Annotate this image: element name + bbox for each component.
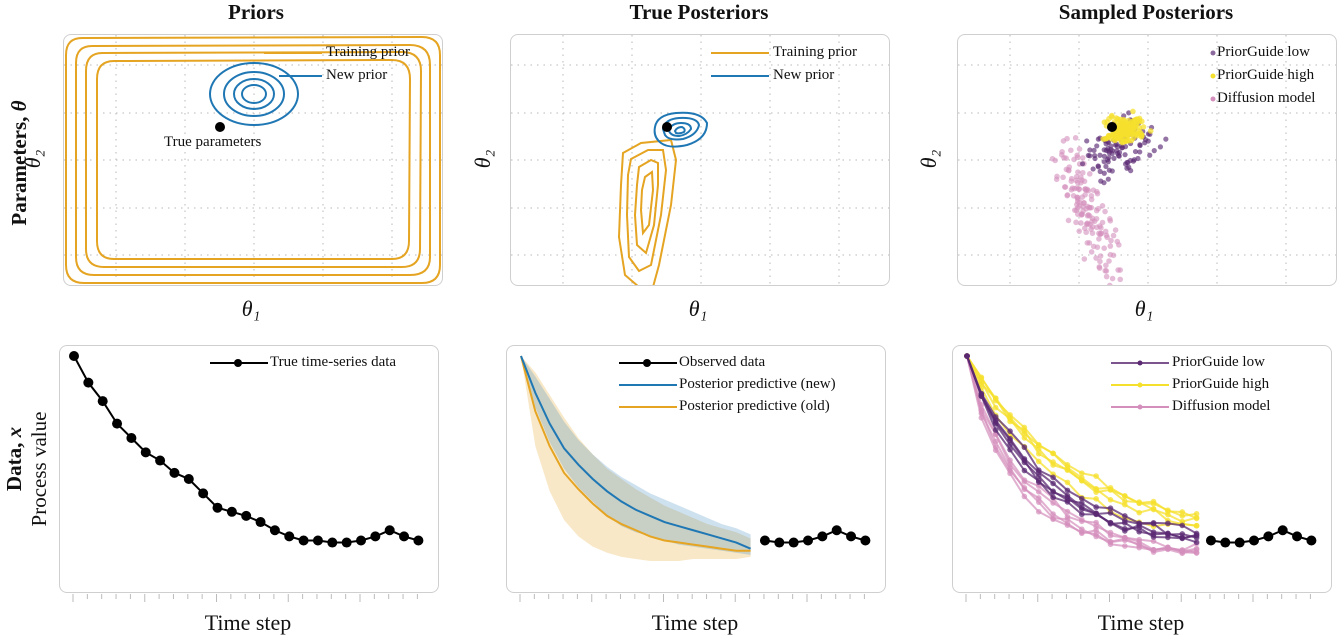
true-posteriors-legend: Training prior New prior bbox=[773, 41, 857, 87]
legend-item-training-prior: Training prior bbox=[326, 44, 411, 60]
old-predictive-line bbox=[520, 355, 751, 552]
time-axis-ticks-1 bbox=[72, 594, 418, 602]
training-posterior-contours bbox=[617, 138, 678, 285]
true-time-series-markers bbox=[69, 351, 424, 548]
legend-item-new-prior: New prior bbox=[773, 67, 835, 83]
xlabel-time-step-3: Time step bbox=[1097, 610, 1185, 635]
observed-data-markers bbox=[1205, 525, 1317, 548]
legend-dot-high bbox=[1210, 73, 1216, 79]
true-parameters-annotation: True parameters bbox=[164, 134, 262, 150]
panel-true-data: True time-series data bbox=[59, 345, 439, 593]
ylabel-theta2-true-posteriors: θ₂ bbox=[470, 149, 496, 169]
panel-posterior-predictive: Observed data Posterior predictive (new)… bbox=[506, 345, 886, 593]
legend-item-predictive-old: Posterior predictive (old) bbox=[679, 398, 830, 414]
row-label-data-bold: Data, bbox=[2, 437, 26, 492]
priorguide-low-trajectories bbox=[964, 353, 1200, 546]
priors-legend: Training prior New prior bbox=[326, 41, 410, 87]
xlabel-time-step-1: Time step bbox=[204, 610, 292, 635]
legend-item-training-prior: Training prior bbox=[773, 44, 858, 60]
priorguide-high-trajectories bbox=[964, 353, 1200, 530]
legend-marker-high bbox=[1137, 382, 1143, 388]
new-prior-contours bbox=[209, 62, 299, 126]
panel-true-posteriors: Training prior New prior bbox=[510, 34, 890, 286]
xlabel-theta1-true-posteriors: θ₁ bbox=[688, 296, 708, 321]
legend-item-true-time-series: True time-series data bbox=[270, 354, 397, 370]
true-parameters-point bbox=[1107, 122, 1117, 132]
true-data-legend: True time-series data bbox=[270, 351, 396, 374]
xlabel-theta1-priors: θ₁ bbox=[241, 296, 261, 321]
ylabel-theta2-priors: θ₂ bbox=[20, 149, 46, 169]
legend-item-priorguide-low: PriorGuide low bbox=[1217, 44, 1310, 60]
diffusion-model-trajectories bbox=[964, 353, 1200, 557]
old-predictive-band bbox=[521, 356, 751, 561]
legend-dot-low bbox=[1210, 50, 1216, 56]
panel-priors: Training prior New prior True parameters bbox=[63, 34, 443, 286]
sampled-posteriors-legend: PriorGuide low PriorGuide high Diffusion… bbox=[1217, 41, 1315, 110]
sampled-data-legend: PriorGuide low PriorGuide high Diffusion… bbox=[1172, 351, 1270, 417]
grid bbox=[511, 35, 889, 285]
legend-item-priorguide-low: PriorGuide low bbox=[1172, 354, 1265, 370]
grid bbox=[64, 35, 442, 285]
row-label-parameters-bold: Parameters, bbox=[7, 111, 31, 226]
xlabel-time-step-2: Time step bbox=[651, 610, 739, 635]
column-title-true-posteriors: True Posteriors bbox=[629, 0, 769, 24]
row-label-data: Data, x bbox=[2, 404, 28, 514]
legend-item-observed-data: Observed data bbox=[679, 354, 766, 370]
new-predictive-line bbox=[520, 355, 751, 550]
time-axis-ticks-3 bbox=[965, 594, 1311, 602]
true-parameters-point bbox=[215, 122, 225, 132]
legend-item-priorguide-high: PriorGuide high bbox=[1172, 376, 1270, 392]
xlabel-theta1-sampled-posteriors: θ₁ bbox=[1134, 296, 1154, 321]
legend-marker-observed bbox=[643, 359, 651, 367]
true-time-series-plot bbox=[69, 351, 424, 548]
grid bbox=[958, 35, 1336, 285]
legend-item-priorguide-high: PriorGuide high bbox=[1217, 67, 1315, 83]
ylabel-theta2-sampled-posteriors: θ₂ bbox=[916, 149, 942, 169]
legend-item-diffusion-model: Diffusion model bbox=[1217, 90, 1316, 106]
true-parameters-point bbox=[662, 122, 672, 132]
panel-sampled-data: PriorGuide low PriorGuide high Diffusion… bbox=[952, 345, 1332, 593]
column-title-priors: Priors bbox=[228, 0, 284, 24]
posterior-predictive-plot bbox=[520, 355, 871, 561]
legend-item-diffusion-model: Diffusion model bbox=[1172, 398, 1271, 414]
legend-marker-diffusion bbox=[1137, 404, 1143, 410]
diffusion-model-points bbox=[1049, 135, 1124, 285]
legend-item-new-prior: New prior bbox=[326, 67, 388, 83]
legend-dot-diffusion bbox=[1210, 96, 1216, 102]
new-posterior-contours bbox=[653, 111, 709, 148]
sampled-posteriors-scatter-plot bbox=[958, 35, 1336, 285]
training-prior-contours bbox=[65, 35, 441, 284]
new-predictive-band bbox=[521, 356, 751, 555]
theta-symbol: θ bbox=[7, 100, 31, 112]
time-axis-ticks-2 bbox=[519, 594, 865, 602]
priors-contour-plot bbox=[64, 35, 442, 285]
panel-sampled-posteriors: PriorGuide low PriorGuide high Diffusion… bbox=[957, 34, 1337, 286]
x-symbol: x bbox=[2, 426, 26, 438]
posterior-predictive-legend: Observed data Posterior predictive (new)… bbox=[679, 351, 836, 417]
true-posteriors-contour-plot bbox=[511, 35, 889, 285]
legend-marker-low bbox=[1137, 360, 1143, 366]
sampled-trajectories-plot bbox=[964, 353, 1317, 557]
ylabel-process-value: Process value bbox=[27, 411, 51, 527]
observed-data-markers bbox=[759, 525, 871, 548]
legend-item-predictive-new: Posterior predictive (new) bbox=[679, 376, 836, 392]
legend-marker-true-data bbox=[234, 359, 242, 367]
column-title-sampled-posteriors: Sampled Posteriors bbox=[1058, 0, 1234, 24]
